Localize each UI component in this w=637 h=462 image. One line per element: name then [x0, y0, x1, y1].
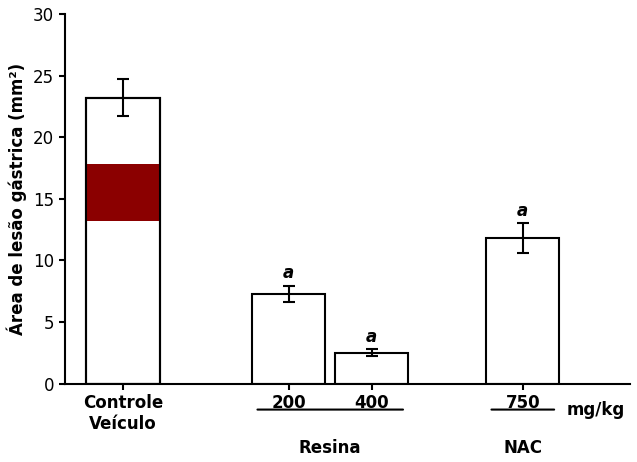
Text: Resina: Resina	[299, 439, 361, 457]
Text: a: a	[517, 202, 529, 220]
Bar	[87, 98, 160, 384]
Bar	[252, 294, 326, 384]
Bar	[486, 238, 559, 384]
Bar	[87, 164, 160, 221]
Text: a: a	[283, 264, 294, 282]
Y-axis label: Área de lesão gástrica (mm²): Área de lesão gástrica (mm²)	[7, 63, 27, 335]
Text: NAC: NAC	[503, 439, 542, 457]
Bar	[87, 98, 160, 384]
Bar	[335, 353, 408, 384]
Text: mg/kg: mg/kg	[567, 401, 625, 419]
Text: a: a	[366, 328, 377, 346]
